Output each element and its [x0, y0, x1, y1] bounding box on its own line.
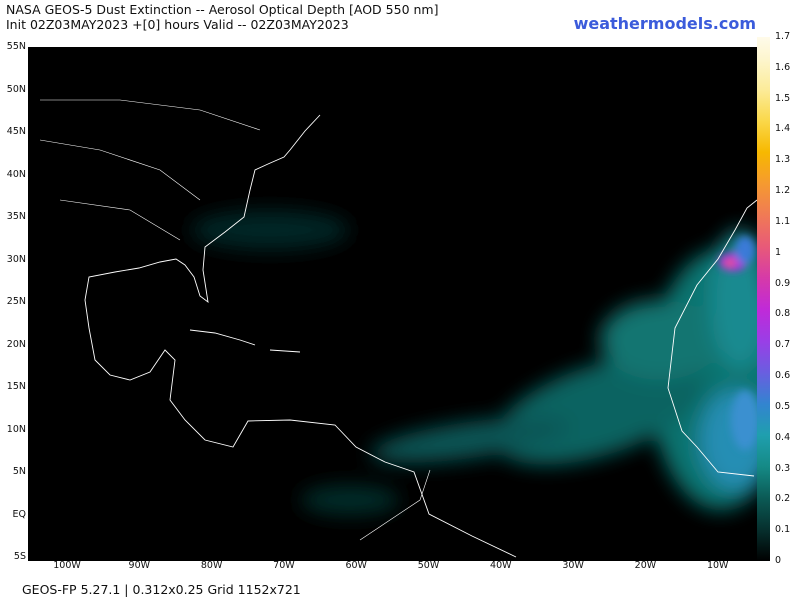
- colorbar-label: 0.7: [775, 339, 791, 351]
- latitude-label: 45N: [6, 126, 26, 137]
- colorbar-label: 0: [775, 555, 782, 566]
- latitude-label: 5N: [12, 466, 26, 477]
- colorbar-label: 1.4: [775, 123, 791, 135]
- latitude-label: 55N: [6, 41, 26, 52]
- latitude-label: 50N: [6, 83, 26, 95]
- colorbar-label: 0.1: [775, 524, 791, 536]
- colorbar-label: 0.6: [775, 370, 791, 382]
- colorbar-label: 1.1: [775, 215, 791, 227]
- subtitle: Init 02Z03MAY2023 +[0] hours Valid -- 02…: [6, 17, 349, 32]
- longitude-label: 30W: [562, 560, 584, 571]
- colorbar-label: 0.9: [775, 277, 791, 289]
- colorbar-label: 1.7: [775, 31, 791, 42]
- footer: GEOS-FP 5.27.1 | 0.312x0.25 Grid 1152x72…: [22, 582, 301, 597]
- colorbar-label: 1.5: [775, 92, 791, 104]
- latitude-label: 40N: [6, 168, 26, 180]
- latitude-label: 5S: [13, 551, 26, 562]
- latitude-label: 20N: [6, 338, 26, 350]
- longitude-label: 100W: [53, 560, 81, 571]
- colorbar-label: 0.5: [775, 400, 791, 412]
- longitude-label: 70W: [273, 560, 295, 571]
- colorbar: [757, 37, 770, 561]
- latitude-label: EQ: [12, 508, 26, 520]
- colorbar-label: 1.2: [775, 185, 791, 197]
- longitude-label: 10W: [706, 560, 729, 571]
- longitude-label: 40W: [490, 560, 512, 571]
- latitude-label: 15N: [6, 381, 26, 392]
- colorbar-label: 1.3: [775, 154, 791, 166]
- latitude-label: 35N: [6, 211, 26, 222]
- coastlines: [39, 99, 757, 558]
- colorbar-label: 0.3: [775, 462, 791, 474]
- latitude-label: 25N: [6, 296, 26, 307]
- longitude-label: 90W: [128, 560, 151, 571]
- longitude-label: 20W: [634, 560, 657, 571]
- title: NASA GEOS-5 Dust Extinction -- Aerosol O…: [6, 2, 439, 17]
- colorbar-label: 0.2: [775, 493, 791, 505]
- dust-plume: [190, 210, 757, 515]
- colorbar-label: 0.4: [775, 431, 791, 443]
- longitude-label: 80W: [200, 560, 223, 571]
- latitude-label: 30N: [6, 253, 26, 265]
- colorbar-label: 0.8: [775, 308, 791, 320]
- longitude-label: 50W: [417, 560, 440, 571]
- colorbar-label: 1.6: [775, 61, 791, 73]
- latitude-label: 10N: [6, 423, 26, 435]
- longitude-label: 60W: [345, 560, 367, 571]
- site-name: weathermodels.com: [573, 14, 756, 33]
- colorbar-label: 1: [775, 246, 782, 258]
